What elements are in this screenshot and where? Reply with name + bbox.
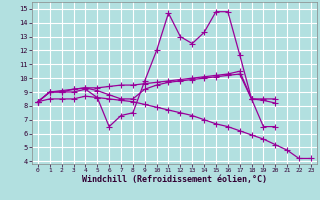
X-axis label: Windchill (Refroidissement éolien,°C): Windchill (Refroidissement éolien,°C) — [82, 175, 267, 184]
